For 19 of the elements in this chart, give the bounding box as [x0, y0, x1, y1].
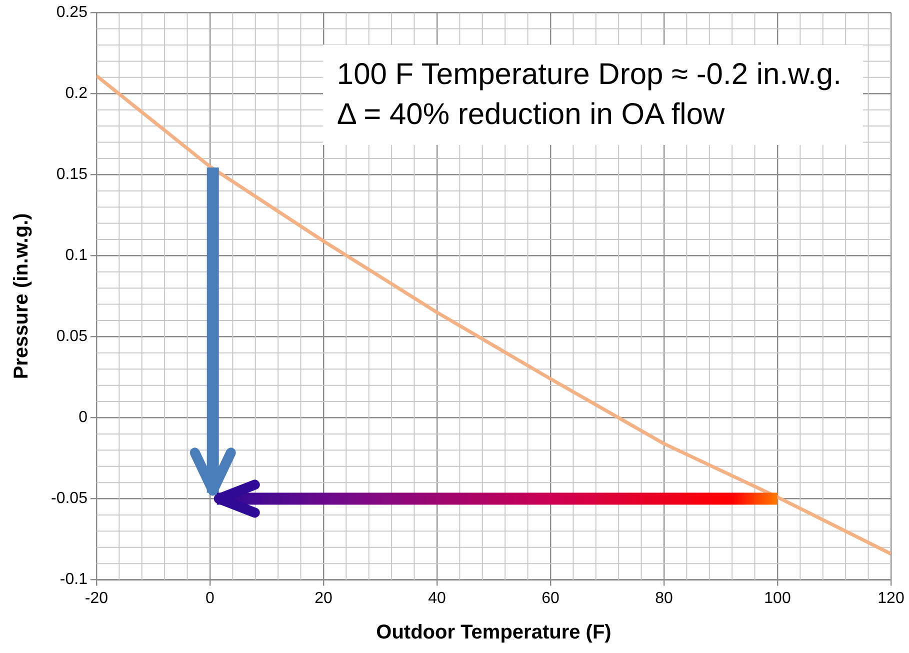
x-axis-title: Outdoor Temperature (F)	[376, 622, 612, 644]
x-tick-label: 20	[314, 590, 332, 607]
x-tick-label: 100	[764, 590, 791, 607]
annotation: 100 F Temperature Drop ≈ -0.2 in.w.g. Δ = 40% reduction in OA flow	[322, 44, 864, 145]
y-tick-label: -0.1	[60, 571, 88, 588]
y-tick-label: -0.05	[51, 490, 88, 508]
x-tick-label: 80	[655, 590, 673, 607]
y-axis-title: Pressure (in.w.g.)	[10, 213, 33, 380]
x-tick-label: -20	[84, 590, 108, 607]
x-tick-label: 120	[878, 590, 904, 607]
y-tick-label: 0.05	[56, 328, 88, 346]
x-tick-label: 60	[542, 590, 560, 607]
x-tick-label: 40	[428, 590, 446, 607]
y-tick-label: 0.15	[56, 166, 88, 184]
y-tick-label: 0.1	[65, 247, 88, 264]
x-tick-label: 0	[206, 590, 215, 607]
y-tick-label: 0.25	[56, 4, 88, 22]
y-tick-label: 0.2	[65, 85, 88, 102]
y-tick-label: 0	[78, 409, 88, 426]
